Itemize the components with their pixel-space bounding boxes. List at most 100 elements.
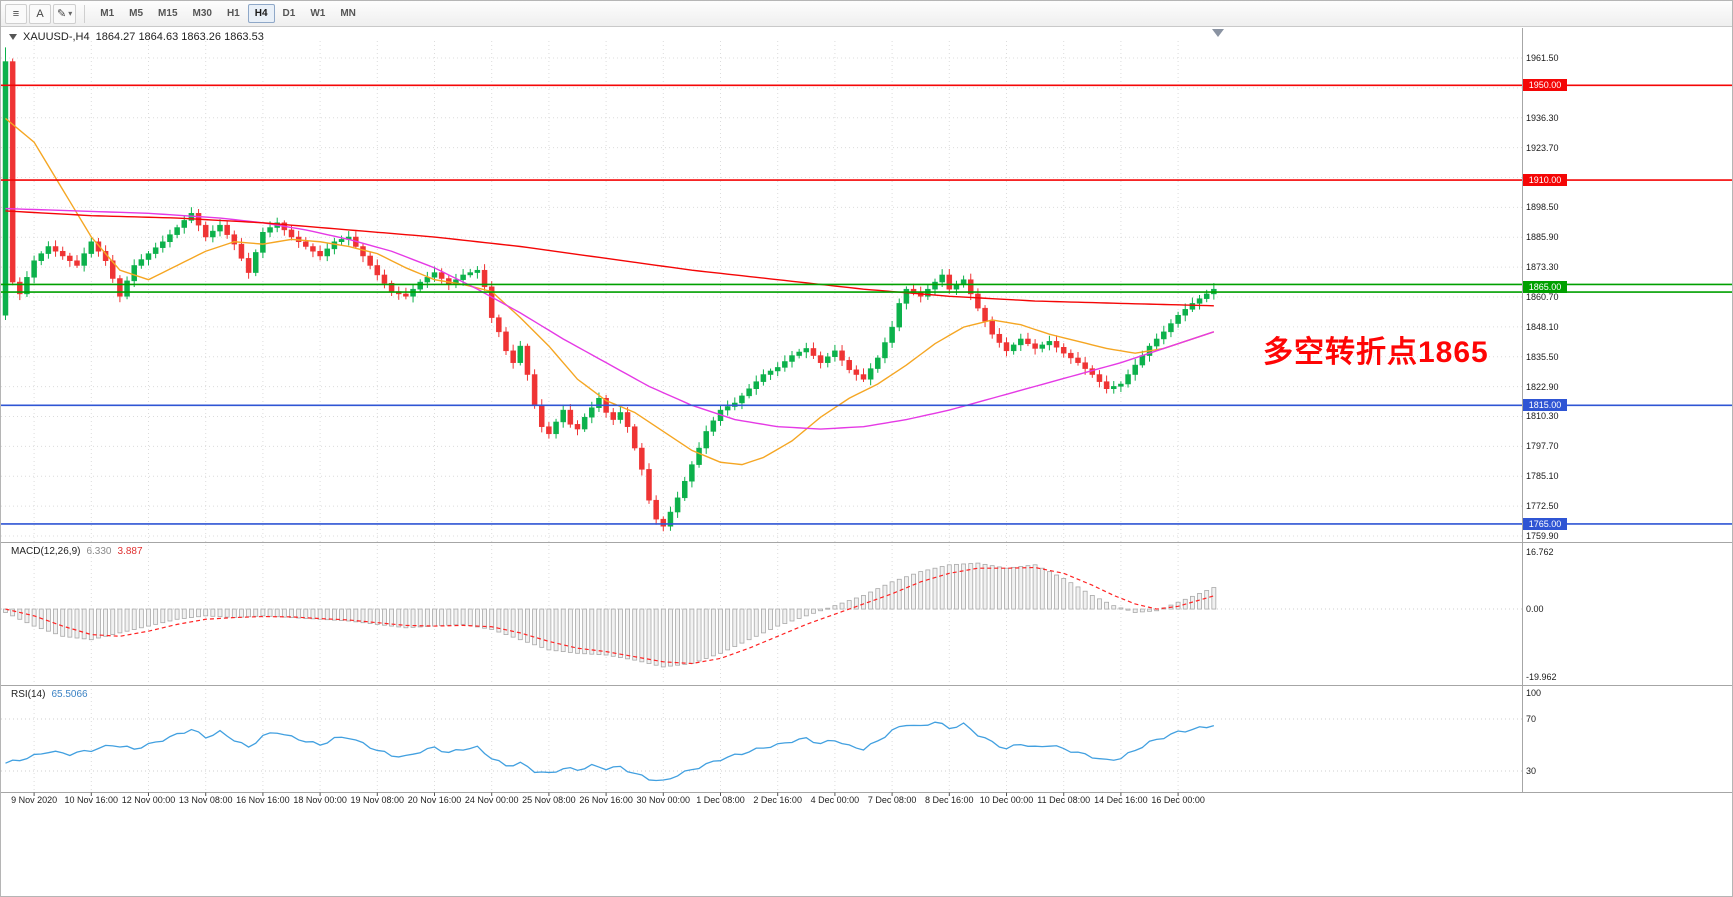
candle-body: [660, 518, 667, 527]
candle-body: [245, 258, 252, 273]
macd-histogram-bar: [432, 608, 437, 627]
tf-m30-button[interactable]: M30: [186, 4, 219, 23]
candle-body: [288, 229, 295, 238]
candle-body: [374, 265, 381, 276]
price-axis-label: 1785.10: [1526, 471, 1559, 482]
time-axis-label: 11 Dec 08:00: [1037, 795, 1091, 805]
collapse-arrow-icon[interactable]: [9, 34, 17, 40]
text-label-tool-button[interactable]: A: [29, 3, 51, 24]
candle-body: [546, 426, 552, 435]
macd-histogram-bar: [1032, 564, 1038, 610]
tf-d1-button[interactable]: D1: [276, 4, 303, 23]
macd-histogram-bar: [489, 608, 495, 630]
chart-shift-marker-icon[interactable]: [1212, 29, 1224, 37]
time-axis-label: 12 Nov 00:00: [121, 795, 176, 805]
tf-m5-button[interactable]: M5: [122, 4, 150, 23]
macd-histogram-bar: [789, 608, 795, 622]
macd-histogram-bar: [217, 608, 223, 618]
candle-body: [839, 350, 845, 361]
macd-histogram-bar: [403, 608, 409, 629]
candle-body: [381, 274, 388, 284]
candle-body: [760, 374, 767, 382]
candle-body: [74, 260, 80, 266]
macd-histogram-bar: [703, 608, 709, 659]
candle-body: [531, 374, 538, 406]
macd-histogram-bar: [668, 608, 673, 667]
macd-histogram-bar: [939, 566, 945, 610]
macd-histogram-bar: [1125, 608, 1131, 611]
macd-histogram-bar: [525, 608, 530, 643]
macd-histogram-bar: [889, 581, 895, 610]
tf-w1-button[interactable]: W1: [303, 4, 332, 23]
tf-h4-button[interactable]: H4: [247, 4, 275, 23]
candle-body: [95, 241, 102, 252]
candle-body: [1132, 364, 1138, 375]
time-axis-label: 7 Dec 08:00: [867, 795, 917, 805]
macd-histogram-bar: [796, 608, 802, 619]
macd-signal-value: 3.887: [117, 546, 143, 557]
candle-body: [217, 224, 223, 232]
macd-histogram-bar: [1075, 586, 1081, 610]
candle-body: [1075, 357, 1081, 363]
time-axis-label: 24 Nov 00:00: [464, 795, 519, 805]
candle-body: [1103, 381, 1110, 390]
candle-body: [1046, 341, 1053, 346]
candle-body: [2, 61, 9, 316]
time-axis-label: 16 Nov 16:00: [236, 795, 290, 805]
candle-body: [867, 368, 874, 380]
candle-body: [825, 356, 831, 363]
tf-m15-button[interactable]: M15: [151, 4, 184, 23]
tf-m1-button[interactable]: M1: [93, 4, 121, 23]
time-axis-label: 18 Nov 00:00: [293, 795, 347, 805]
macd-histogram-bar: [460, 608, 466, 625]
macd-histogram-bar: [660, 608, 666, 668]
candle-body: [503, 331, 509, 352]
price-axis-label: 1936.30: [1526, 112, 1559, 123]
macd-histogram-bar: [768, 608, 773, 630]
candle-body: [860, 374, 867, 380]
macd-histogram-bar: [153, 608, 159, 625]
macd-histogram-bar: [732, 608, 738, 647]
chart-list-icon[interactable]: ≡: [5, 3, 27, 24]
candle-body: [152, 247, 159, 254]
macd-histogram-bar: [382, 608, 387, 626]
price-axis-label: 1810.30: [1526, 411, 1559, 422]
candle-body: [882, 342, 888, 359]
tf-h1-button[interactable]: H1: [220, 4, 247, 23]
macd-histogram-bar: [31, 608, 37, 627]
price-line-label: 1950.00: [1523, 79, 1567, 92]
macd-histogram-bar: [1147, 608, 1152, 612]
macd-histogram-bar: [682, 608, 688, 665]
candle-body: [202, 224, 209, 238]
candle-body: [310, 246, 316, 252]
candle-body: [710, 420, 717, 432]
price-axis-label: 1860.70: [1526, 291, 1559, 302]
time-axis-label: 25 Nov 08:00: [522, 795, 576, 805]
macd-histogram-bar: [110, 608, 116, 635]
candle-body: [653, 499, 659, 520]
tf-mn-button[interactable]: MN: [333, 4, 363, 23]
candle-body: [9, 61, 16, 283]
pencil-icon: ✎: [57, 8, 67, 20]
macd-histogram-bar: [496, 608, 502, 633]
macd-histogram-bar: [467, 608, 473, 627]
time-axis-label: 16 Dec 00:00: [1151, 795, 1205, 805]
price-line-label: 1815.00: [1523, 399, 1567, 412]
candle-body: [1139, 355, 1146, 366]
candle-body: [674, 497, 681, 513]
time-axis-label: 1 Dec 08:00: [696, 795, 745, 805]
candle-body: [774, 367, 781, 372]
macd-histogram-bar: [1175, 601, 1181, 610]
candle-body: [596, 397, 602, 408]
candle-body: [853, 369, 860, 375]
macd-histogram-bar: [761, 608, 766, 634]
price-annotation-text[interactable]: 多空转折点1865: [1263, 336, 1489, 369]
macd-histogram-bar: [904, 576, 909, 610]
time-axis-label: 4 Dec 00:00: [810, 795, 860, 805]
macd-histogram-bar: [946, 564, 952, 610]
draw-tools-dropdown-button[interactable]: ✎ ▾: [53, 3, 77, 24]
candle-body: [875, 357, 881, 369]
macd-histogram-bar: [482, 608, 487, 629]
